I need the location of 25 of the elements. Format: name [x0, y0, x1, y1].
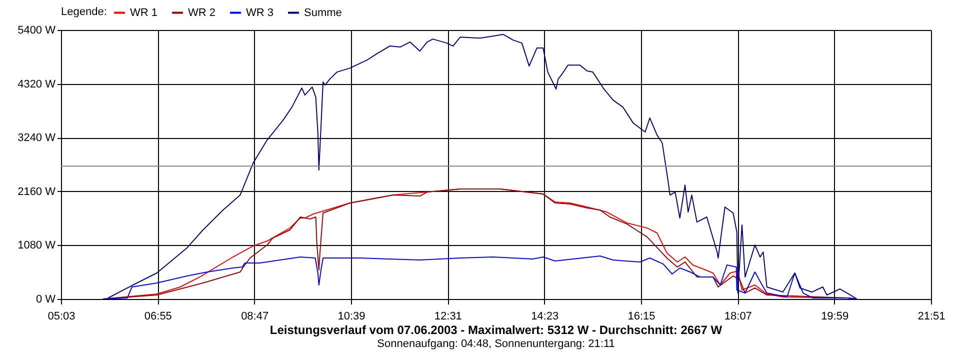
- line-series: [102, 256, 858, 299]
- x-tick-label: 14:23: [531, 310, 559, 322]
- x-tick-label: 19:59: [821, 310, 849, 322]
- y-tick-label: 3240 W: [18, 132, 56, 144]
- legend-label: WR 3: [246, 6, 274, 19]
- x-tick-label: 10:39: [338, 310, 366, 322]
- y-tick-label: 2160 W: [18, 186, 56, 198]
- legend-title: Legende:: [61, 6, 107, 18]
- y-tick-label: 1080 W: [18, 240, 56, 252]
- y-tick-label: 0 W: [36, 294, 56, 306]
- line-series: [108, 34, 858, 299]
- x-tick-label: 16:15: [628, 310, 656, 322]
- x-tick-label: 12:31: [434, 310, 462, 322]
- y-tick-label: 5400 W: [18, 24, 56, 36]
- x-tick-label: 21:51: [918, 310, 946, 322]
- x-tick-label: 06:55: [144, 310, 172, 322]
- x-tick-label: 05:03: [48, 310, 76, 322]
- text: Sonnenaufgang: 04:48, Sonnenuntergang: 21:11: [377, 338, 615, 350]
- legend-label: WR 2: [188, 6, 216, 19]
- y-tick-label: 4320 W: [18, 78, 56, 90]
- text: Leistungsverlauf vom 07.06.2003 - Maximalwert: 5312 W - Durchschnitt: 2667 W: [270, 323, 723, 337]
- legend-label: WR 1: [130, 6, 158, 19]
- x-tick-label: 18:07: [724, 310, 752, 322]
- legend-label: Summe: [304, 6, 342, 19]
- x-tick-label: 08:47: [241, 310, 269, 322]
